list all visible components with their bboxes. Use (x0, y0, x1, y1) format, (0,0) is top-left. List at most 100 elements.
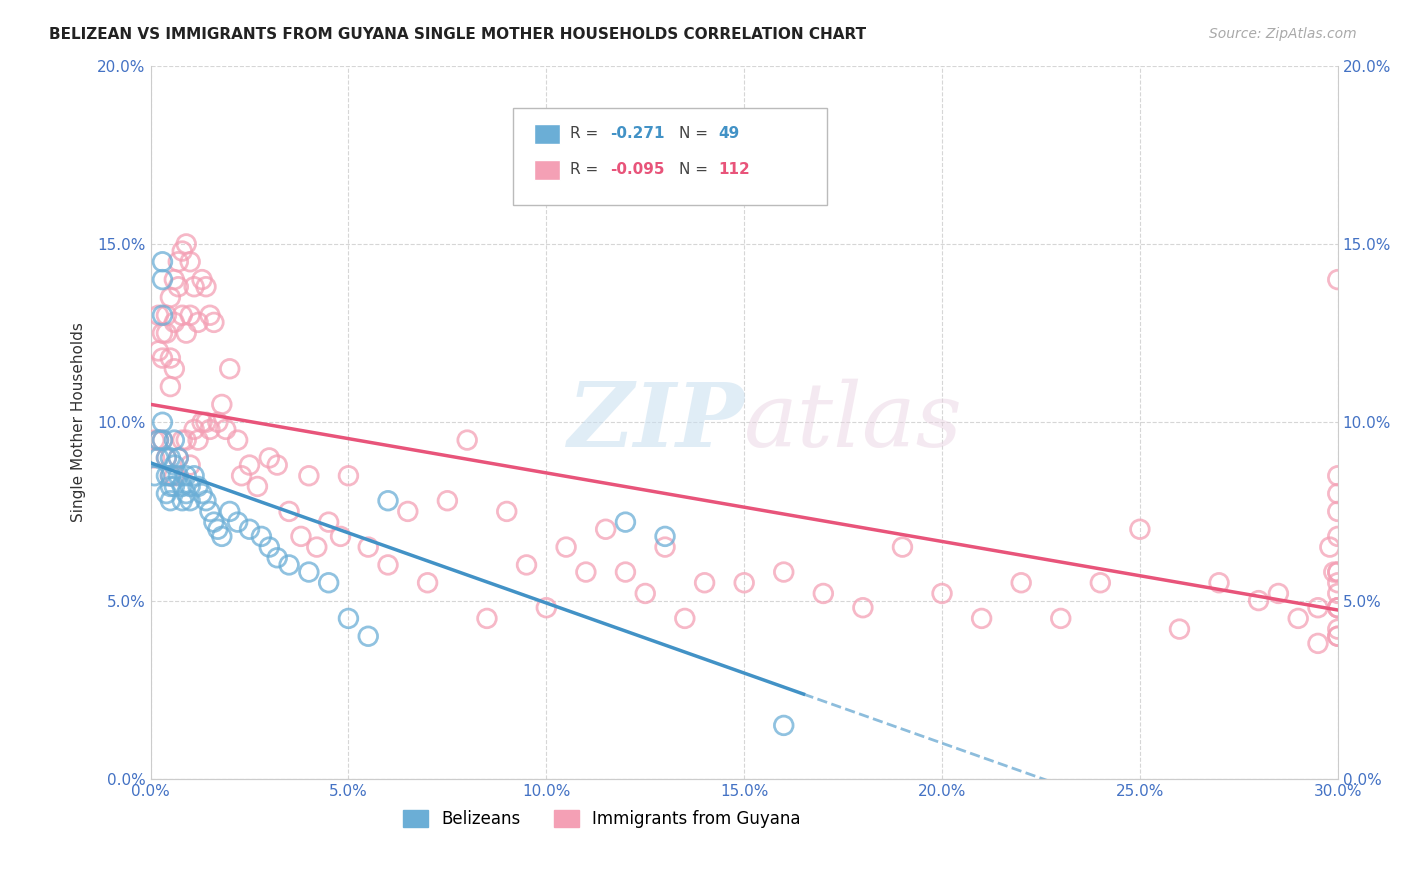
Point (174, 486, 197, 500)
Text: N =: N = (679, 127, 713, 141)
Point (266, 550, 288, 565)
Point (195, 493, 218, 508)
Point (187, 433, 209, 447)
Point (654, 540, 676, 554)
Point (207, 415, 229, 429)
Point (970, 611, 993, 625)
Point (155, 450, 177, 465)
Point (174, 326, 197, 340)
Point (172, 433, 194, 447)
Point (891, 540, 914, 554)
Point (357, 540, 380, 554)
Point (163, 361, 186, 376)
Point (198, 308, 221, 322)
Point (143, 433, 166, 447)
Point (159, 479, 181, 493)
Point (152, 272, 174, 286)
Point (298, 565, 321, 579)
Point (174, 468, 197, 483)
Point (318, 515, 340, 529)
Point (1323, 565, 1346, 579)
Point (148, 308, 170, 322)
Point (595, 522, 617, 536)
Point (226, 433, 249, 447)
Point (1286, 611, 1309, 625)
Point (183, 422, 205, 436)
Point (202, 315, 225, 329)
Point (1326, 468, 1348, 483)
Point (1267, 586, 1289, 600)
Point (195, 415, 218, 429)
Legend: Belizeans, Immigrants from Guyana: Belizeans, Immigrants from Guyana (396, 804, 807, 835)
Point (172, 244, 194, 258)
Point (152, 326, 174, 340)
Point (155, 450, 177, 465)
Point (152, 351, 174, 365)
Point (1326, 565, 1348, 579)
Point (155, 468, 177, 483)
Point (163, 479, 186, 493)
Point (1168, 622, 1191, 636)
Point (278, 504, 301, 518)
Point (179, 458, 201, 472)
Point (555, 540, 578, 554)
Point (1326, 600, 1348, 615)
Point (1326, 529, 1348, 543)
Point (148, 433, 170, 447)
Point (167, 254, 190, 268)
Point (266, 458, 288, 472)
Point (143, 468, 166, 483)
Point (218, 361, 240, 376)
Point (226, 515, 249, 529)
Point (772, 718, 794, 732)
Point (152, 433, 174, 447)
Point (183, 468, 205, 483)
Text: BELIZEAN VS IMMIGRANTS FROM GUYANA SINGLE MOTHER HOUSEHOLDS CORRELATION CHART: BELIZEAN VS IMMIGRANTS FROM GUYANA SINGL… (49, 27, 866, 42)
Point (634, 586, 657, 600)
Point (174, 236, 197, 251)
Point (852, 600, 875, 615)
Point (174, 433, 197, 447)
Bar (534, 124, 560, 145)
Point (515, 558, 537, 572)
Point (143, 450, 166, 465)
Point (163, 315, 186, 329)
Point (357, 629, 380, 643)
Point (179, 493, 201, 508)
Point (278, 558, 301, 572)
Point (305, 540, 328, 554)
Point (211, 529, 233, 543)
Point (159, 379, 181, 393)
Point (246, 479, 269, 493)
Point (187, 479, 209, 493)
FancyBboxPatch shape (513, 109, 827, 204)
Point (198, 422, 221, 436)
Point (772, 565, 794, 579)
Point (159, 493, 181, 508)
Point (159, 290, 181, 304)
Text: atlas: atlas (744, 379, 963, 466)
Point (693, 575, 716, 590)
Y-axis label: Single Mother Households: Single Mother Households (72, 322, 86, 522)
Point (654, 529, 676, 543)
Point (179, 254, 201, 268)
Point (172, 493, 194, 508)
Point (1247, 593, 1270, 607)
Point (1129, 522, 1152, 536)
Point (231, 468, 253, 483)
Point (1306, 636, 1329, 650)
Point (575, 565, 598, 579)
Point (195, 279, 218, 293)
Point (396, 504, 419, 518)
Point (155, 486, 177, 500)
Point (416, 575, 439, 590)
Point (1319, 540, 1341, 554)
Point (733, 575, 755, 590)
Point (931, 586, 953, 600)
Point (167, 450, 190, 465)
Point (167, 468, 190, 483)
Point (163, 272, 186, 286)
Point (1326, 629, 1348, 643)
Text: 112: 112 (718, 161, 749, 177)
Point (183, 279, 205, 293)
